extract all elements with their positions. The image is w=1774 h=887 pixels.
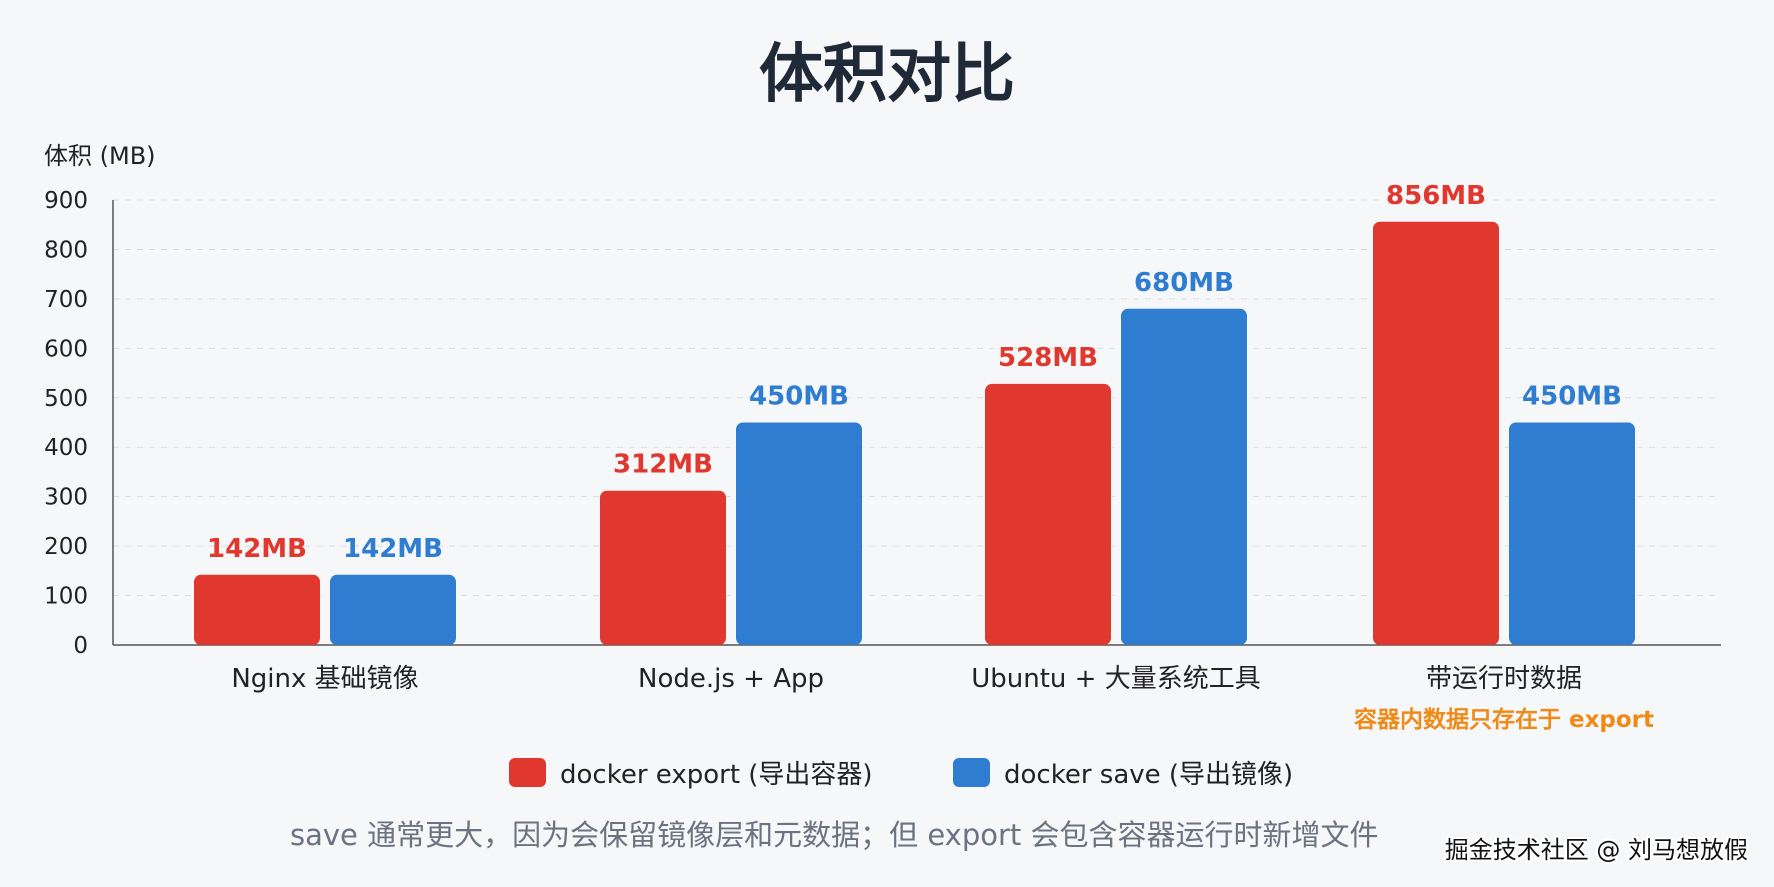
value-label: 528MB	[998, 343, 1098, 373]
category-labels: Nginx 基础镜像 Node.js + App Ubuntu + 大量系统工具 带运…	[231, 664, 1654, 733]
category-label: Nginx 基础镜像	[231, 664, 418, 694]
value-label: 450MB	[1522, 382, 1622, 412]
y-tick-label: 600	[44, 336, 88, 362]
legend-swatch-save	[953, 758, 990, 787]
legend-swatch-export	[509, 758, 546, 787]
value-label: 312MB	[613, 450, 713, 480]
bar-save	[1509, 422, 1635, 645]
y-tick-label: 700	[44, 287, 88, 313]
bar-save	[1121, 308, 1247, 645]
bar-export	[985, 383, 1111, 645]
y-tick-label: 100	[44, 584, 88, 610]
watermark-text: 掘金技术社区 @ 刘马想放假	[1445, 836, 1748, 864]
value-labels: 142MB 142MB 312MB 450MB 528MB 680MB 856MB 450MB	[207, 181, 1622, 564]
category-label: 带运行时数据	[1426, 664, 1582, 694]
caption-text: save 通常更大，因为会保留镜像层和元数据；但 export 会包含容器运行时…	[290, 818, 1378, 852]
y-tick-label: 500	[44, 386, 88, 412]
value-label: 142MB	[207, 534, 307, 564]
bar-save	[736, 422, 862, 645]
value-label: 142MB	[343, 534, 443, 564]
bar-export	[600, 490, 726, 645]
category-note: 容器内数据只存在于 export	[1354, 706, 1654, 733]
value-label: 450MB	[749, 382, 849, 412]
value-label: 680MB	[1134, 268, 1234, 298]
legend-label-save: docker save (导出镜像)	[1004, 760, 1293, 790]
y-tick-label: 400	[44, 435, 88, 461]
bar-save	[330, 574, 456, 645]
y-axis-title: 体积 (MB)	[44, 142, 156, 170]
chart-title: 体积对比	[759, 38, 1015, 112]
legend: docker export (导出容器) docker save (导出镜像)	[509, 758, 1293, 790]
bar-export	[1373, 221, 1499, 645]
y-axis-ticks: 0 100 200 300 400 500 600 700 800 900	[44, 188, 88, 659]
value-label: 856MB	[1386, 181, 1486, 211]
bars	[194, 221, 1635, 645]
y-tick-label: 900	[44, 188, 88, 214]
category-label: Ubuntu + 大量系统工具	[971, 664, 1260, 694]
y-tick-label: 0	[73, 633, 88, 659]
y-tick-label: 800	[44, 237, 88, 263]
grid-lines	[113, 199, 1721, 597]
y-tick-label: 200	[44, 534, 88, 560]
y-tick-label: 300	[44, 485, 88, 511]
category-label: Node.js + App	[638, 664, 824, 694]
bar-export	[194, 574, 320, 645]
legend-label-export: docker export (导出容器)	[560, 760, 873, 790]
